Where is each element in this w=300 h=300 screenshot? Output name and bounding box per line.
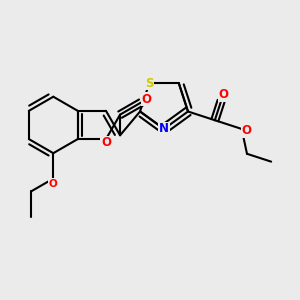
Text: O: O: [49, 179, 58, 189]
Text: O: O: [101, 136, 111, 149]
Text: O: O: [242, 124, 252, 137]
Text: O: O: [142, 93, 152, 106]
Text: O: O: [218, 88, 228, 101]
Text: S: S: [145, 77, 154, 90]
Text: N: N: [159, 122, 169, 135]
